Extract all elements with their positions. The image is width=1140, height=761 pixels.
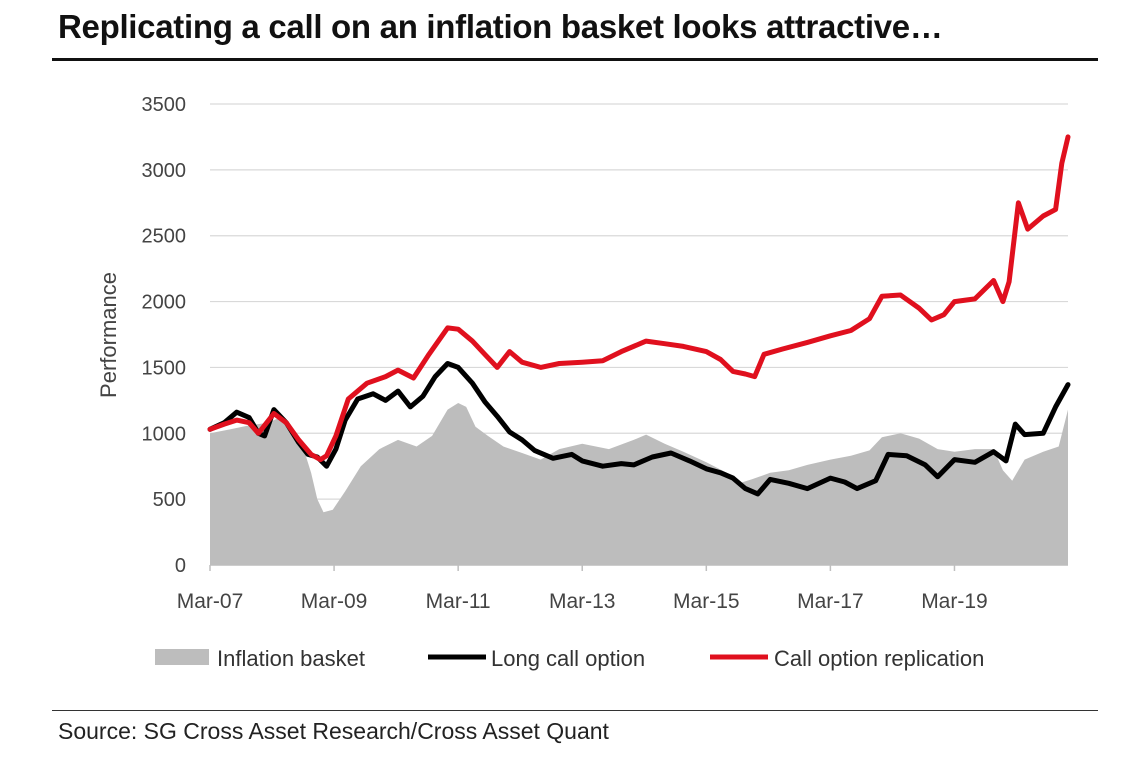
source-note: Source: SG Cross Asset Research/Cross As… bbox=[58, 718, 609, 744]
legend-label-call-option-replication: Call option replication bbox=[774, 646, 984, 671]
series-area-inflation-basket bbox=[210, 403, 1068, 565]
y-tick-label: 1000 bbox=[142, 423, 187, 445]
x-tick-label: Mar-15 bbox=[673, 590, 740, 613]
x-tick-label: Mar-13 bbox=[549, 590, 616, 613]
x-tick-labels: Mar-07 Mar-09 Mar-11 Mar-13 Mar-15 Mar-17 Mar-… bbox=[177, 565, 988, 613]
title-rule bbox=[52, 58, 1098, 61]
legend-swatch-inflation-basket bbox=[155, 649, 209, 665]
y-tick-label: 3000 bbox=[142, 160, 187, 182]
y-axis-label: Performance bbox=[96, 272, 121, 398]
chart-title: Replicating a call on an inflation baske… bbox=[58, 8, 943, 45]
legend-label-inflation-basket: Inflation basket bbox=[217, 646, 365, 671]
y-tick-label: 2500 bbox=[142, 226, 187, 248]
source-rule bbox=[52, 710, 1098, 711]
y-tick-labels: 0 500 1000 1500 2000 2500 3000 3500 bbox=[142, 94, 187, 577]
x-tick-label: Mar-09 bbox=[301, 590, 368, 613]
x-tick-label: Mar-11 bbox=[426, 590, 491, 613]
x-tick-label: Mar-17 bbox=[797, 590, 864, 613]
y-tick-label: 2000 bbox=[142, 292, 187, 314]
x-tick-label: Mar-07 bbox=[177, 590, 244, 613]
series-group bbox=[207, 134, 1071, 565]
series-line-call-option-replication bbox=[207, 134, 1071, 463]
y-tick-label: 0 bbox=[175, 555, 186, 577]
y-tick-label: 1500 bbox=[142, 357, 187, 379]
y-tick-label: 500 bbox=[153, 489, 186, 511]
legend-label-long-call-option: Long call option bbox=[491, 646, 645, 671]
legend: Inflation basket Long call option Call o… bbox=[155, 646, 984, 671]
y-tick-label: 3500 bbox=[142, 94, 187, 116]
x-tick-label: Mar-19 bbox=[921, 590, 988, 613]
